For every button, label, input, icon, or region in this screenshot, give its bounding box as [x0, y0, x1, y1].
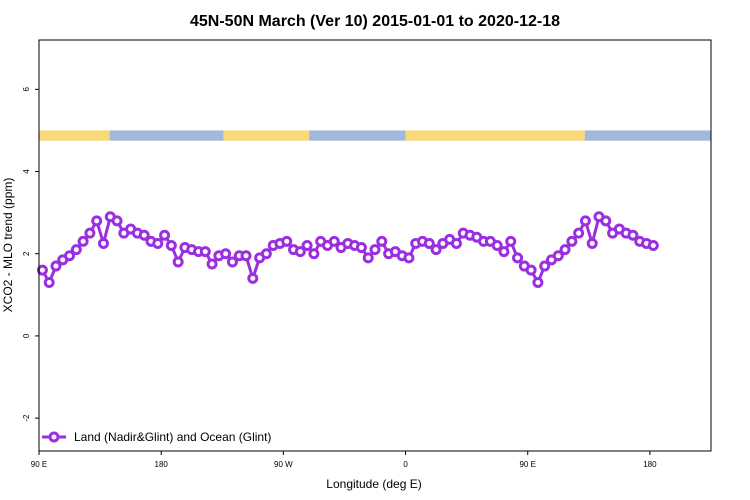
x-tick-label: 180 [155, 460, 169, 469]
data-point [64, 250, 76, 262]
data-point [220, 248, 232, 260]
data-point [369, 244, 381, 256]
data-point [260, 248, 272, 260]
surface-segment-land [405, 130, 515, 141]
data-point [430, 244, 442, 256]
data-point [525, 264, 537, 276]
data-point [240, 250, 252, 262]
data-point [111, 215, 123, 227]
data-point [566, 235, 578, 247]
plot-frame [38, 39, 712, 452]
x-axis-label: Longitude (deg E) [326, 477, 421, 491]
data-point [199, 246, 211, 258]
surface-segment-ocean [109, 130, 224, 141]
data-point [138, 229, 150, 241]
data-point [152, 237, 164, 249]
surface-segment-land [39, 130, 110, 141]
series-points [36, 211, 659, 288]
data-point [539, 260, 551, 272]
y-tick-label: 0 [22, 333, 31, 338]
data-point [355, 242, 367, 254]
data-point [600, 215, 612, 227]
data-point [573, 227, 585, 239]
data-point [159, 229, 171, 241]
data-point [647, 240, 659, 251]
data-point [403, 252, 415, 264]
data-point [206, 258, 218, 270]
legend-marker-swatch [48, 431, 60, 443]
data-point [36, 264, 48, 276]
surface-type-strip [39, 130, 711, 141]
x-tick-label: 90 W [274, 460, 293, 469]
legend-entry-label: Land (Nadir&Glint) and Ocean (Glint) [74, 430, 271, 444]
y-tick-label: 4 [22, 169, 31, 174]
data-point [281, 235, 293, 247]
x-tick-label: 180 [643, 460, 657, 469]
data-point [579, 215, 591, 227]
data-point [308, 248, 320, 260]
data-point [294, 246, 306, 258]
data-point [491, 240, 503, 251]
y-tick-label: 6 [22, 87, 31, 92]
data-point [505, 235, 517, 247]
data-point [627, 229, 639, 241]
data-point [552, 250, 564, 262]
data-point [512, 252, 524, 264]
data-point [247, 272, 259, 284]
surface-segment-land [514, 130, 585, 141]
data-point [70, 244, 82, 256]
data-point [362, 252, 374, 264]
x-tick-label: 90 E [519, 460, 535, 469]
axis-ticks: 90 E 180 90 W 0 90 E 180 -2 0 2 4 6 [22, 87, 657, 469]
data-point [328, 235, 340, 247]
y-tick-label: -2 [22, 414, 31, 422]
data-point [91, 215, 103, 227]
data-point [301, 240, 313, 251]
y-axis-label: XCO2 - MLO trend (ppm) [1, 178, 15, 313]
surface-segment-ocean [584, 130, 711, 141]
x-tick-label: 90 E [31, 460, 47, 469]
data-point [165, 240, 177, 251]
data-point [172, 256, 184, 268]
x-tick-label: 0 [403, 460, 408, 469]
data-point [450, 237, 462, 249]
data-point [50, 260, 62, 272]
data-point [559, 244, 571, 256]
data-point [226, 256, 238, 268]
data-point [97, 237, 109, 249]
data-point [423, 237, 435, 249]
data-point [77, 235, 89, 247]
surface-segment-land [223, 130, 310, 141]
data-point [376, 235, 388, 247]
y-tick-label: 2 [22, 251, 31, 256]
surface-segment-ocean [309, 130, 406, 141]
data-point [84, 227, 96, 239]
data-point [498, 246, 510, 258]
data-point [532, 276, 544, 288]
legend: Land (Nadir&Glint) and Ocean (Glint) [42, 430, 271, 444]
data-point [43, 276, 55, 288]
chart-title: 45N-50N March (Ver 10) 2015-01-01 to 202… [190, 13, 560, 30]
data-point [586, 237, 598, 249]
